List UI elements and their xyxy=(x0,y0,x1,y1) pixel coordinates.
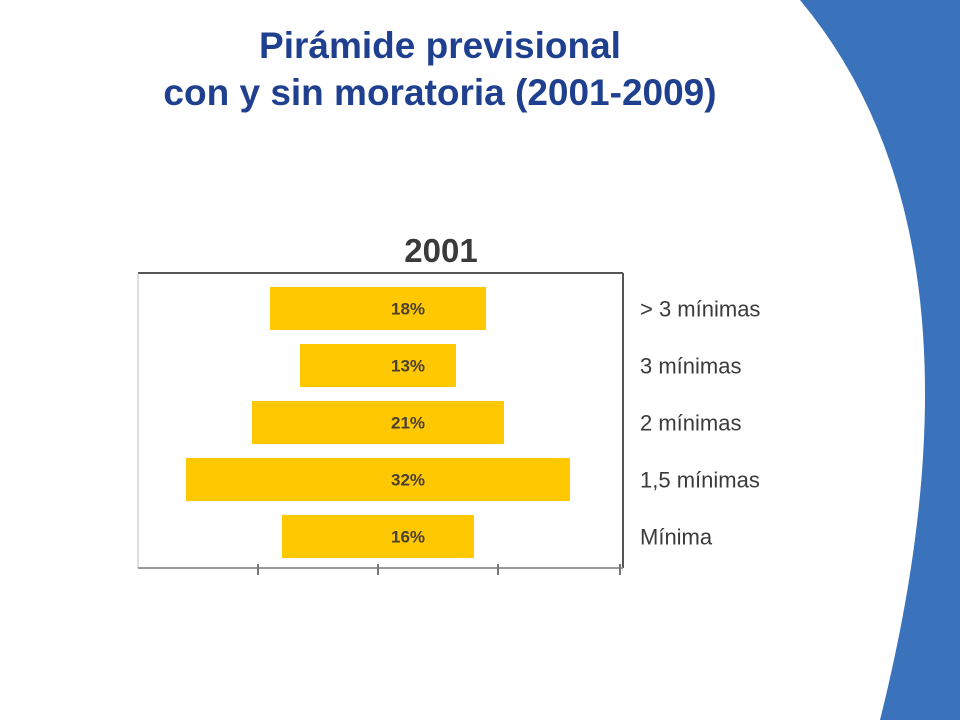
bar-2 xyxy=(300,344,456,387)
bar-4 xyxy=(186,458,570,501)
category-label: > 3 mínimas xyxy=(640,297,760,322)
bar-1 xyxy=(270,287,486,330)
bar-data-label: 21% xyxy=(391,414,425,433)
chart-title: 2001 xyxy=(404,232,477,269)
bar-3 xyxy=(252,401,504,444)
bars: 18% > 3 mínimas 13% 3 mínimas 21% 2 mínimas 32… xyxy=(186,287,760,558)
bar-data-label: 13% xyxy=(391,357,425,376)
category-label: 2 mínimas xyxy=(640,411,741,436)
bar-5 xyxy=(282,515,474,558)
bar-data-label: 32% xyxy=(391,471,425,490)
category-label: Mínima xyxy=(640,525,713,550)
x-axis-ticks xyxy=(257,564,621,575)
slide-title-line1: Pirámide previsional xyxy=(259,25,621,66)
category-label: 1,5 mínimas xyxy=(640,468,760,493)
slide-title-line2: con y sin moratoria (2001-2009) xyxy=(163,72,717,113)
bar-data-label: 18% xyxy=(391,300,425,319)
slide-title: Pirámide previsional con y sin moratoria… xyxy=(40,22,840,116)
bar-data-label: 16% xyxy=(391,528,425,547)
category-label: 3 mínimas xyxy=(640,354,741,379)
